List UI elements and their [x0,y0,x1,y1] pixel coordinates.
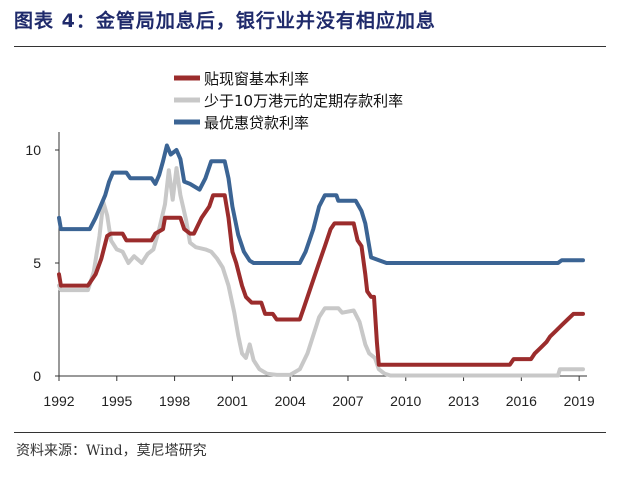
x-tick-label: 1995 [101,393,132,409]
y-tick-label: 5 [33,255,41,271]
legend-label-2: 最优惠贷款利率 [204,114,309,132]
x-tick-label: 2007 [332,393,363,409]
x-tick-label: 2016 [506,393,537,409]
series-line-1 [57,166,585,378]
bottom-rule [14,432,606,433]
top-rule [14,46,606,47]
x-tick-label: 1992 [43,393,74,409]
legend-label-1: 少于10万港元的定期存款利率 [204,92,403,110]
x-tick-label: 2019 [564,393,595,409]
y-tick-label: 10 [25,142,41,158]
x-tick-label: 2004 [275,393,306,409]
series-line-0 [57,193,585,367]
x-tick-label: 1998 [159,393,190,409]
legend-label-0: 贴现窗基本利率 [204,70,309,88]
line-chart: 0 5 10 1992 1995 1998 2001 2004 2007 2010 2013 2016… [25,70,595,409]
source-note: 资料来源：Wind，莫尼塔研究 [16,443,207,459]
y-tick-label: 0 [33,368,41,384]
series-line-2 [57,143,585,265]
x-tick-label: 2010 [390,393,421,409]
x-tick-label: 2001 [217,393,248,409]
figure-title: 图表 4：金管局加息后，银行业并没有相应加息 [14,10,436,32]
x-tick-label: 2013 [448,393,479,409]
